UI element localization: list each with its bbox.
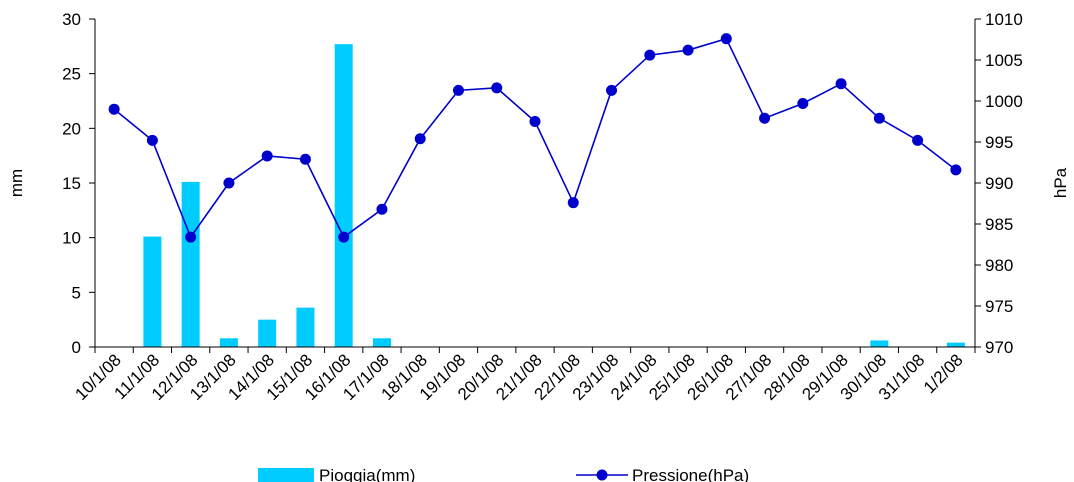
rain-bar-1 bbox=[143, 236, 162, 347]
pressure-point-12 bbox=[567, 197, 579, 209]
legend: Pioggia(mm) Pressione(hPa) bbox=[258, 466, 749, 482]
pressure-point-8 bbox=[414, 133, 426, 145]
pressure-point-11 bbox=[529, 116, 541, 127]
right-tick-label-5: 995 bbox=[985, 133, 1013, 152]
left-tick-label-1: 5 bbox=[72, 283, 81, 302]
left-tick-label-6: 30 bbox=[62, 10, 81, 29]
left-axis-ticks: 0 5 10 15 20 25 30 bbox=[62, 10, 95, 357]
pressure-point-15 bbox=[682, 44, 694, 56]
pressure-point-18 bbox=[797, 97, 809, 109]
right-tick-label-7: 1005 bbox=[985, 51, 1023, 70]
rain-bar-4 bbox=[258, 319, 277, 347]
rain-bar-3 bbox=[219, 338, 238, 347]
right-axis-title: hPa bbox=[1051, 167, 1070, 198]
rain-bar-6 bbox=[334, 44, 353, 347]
right-tick-label-6: 1000 bbox=[985, 92, 1023, 111]
rain-bar-22 bbox=[946, 342, 965, 347]
pressure-point-17 bbox=[759, 112, 771, 124]
legend-label-pressure: Pressione(hPa) bbox=[632, 466, 749, 482]
left-tick-label-5: 25 bbox=[62, 65, 81, 84]
right-tick-label-0: 970 bbox=[985, 338, 1013, 357]
pressure-point-16 bbox=[720, 33, 732, 45]
right-tick-label-4: 990 bbox=[985, 174, 1013, 193]
pressure-point-22 bbox=[950, 164, 962, 176]
pressure-line-series bbox=[108, 33, 962, 243]
pressure-point-14 bbox=[644, 49, 656, 61]
rain-bar-2 bbox=[181, 181, 200, 347]
rain-bars bbox=[143, 44, 965, 347]
pressure-point-0 bbox=[108, 103, 120, 115]
pressure-point-5 bbox=[299, 153, 311, 165]
legend-swatch-pressure-marker bbox=[596, 469, 608, 481]
left-axis-title: mm bbox=[7, 169, 26, 197]
pressure-point-10 bbox=[491, 82, 503, 94]
pressure-point-19 bbox=[835, 78, 847, 90]
left-tick-label-0: 0 bbox=[72, 338, 81, 357]
pressure-point-3 bbox=[223, 177, 235, 189]
right-axis-ticks: 970 975 980 985 990 995 1000 1005 1010 bbox=[975, 10, 1023, 357]
legend-label-rain: Pioggia(mm) bbox=[319, 466, 415, 482]
pressure-line bbox=[113, 37, 957, 239]
right-tick-label-8: 1010 bbox=[985, 10, 1023, 29]
left-tick-label-3: 15 bbox=[62, 174, 81, 193]
rain-bar-5 bbox=[296, 307, 315, 347]
pressure-point-9 bbox=[452, 84, 464, 96]
pressure-point-20 bbox=[873, 112, 885, 124]
left-tick-label-2: 10 bbox=[62, 229, 81, 248]
rain-bar-20 bbox=[870, 340, 889, 347]
pressure-point-1 bbox=[146, 134, 158, 146]
right-tick-label-2: 980 bbox=[985, 256, 1013, 275]
right-tick-label-1: 975 bbox=[985, 297, 1013, 316]
pressure-point-4 bbox=[261, 150, 273, 162]
pressure-point-13 bbox=[606, 84, 618, 96]
right-tick-label-3: 985 bbox=[985, 215, 1013, 234]
legend-swatch-rain bbox=[258, 468, 314, 482]
pressure-point-6 bbox=[338, 231, 350, 243]
pressure-point-7 bbox=[376, 203, 388, 215]
pressure-point-2 bbox=[185, 231, 197, 243]
pressure-point-21 bbox=[912, 134, 924, 146]
left-tick-label-4: 20 bbox=[62, 119, 81, 138]
rain-bar-7 bbox=[372, 338, 391, 347]
x-tick-label-22: 1/2/08 bbox=[920, 350, 967, 397]
x-axis-ticks: 10/1/0811/1/0812/1/0813/1/0814/1/0815/1/… bbox=[71, 347, 976, 404]
